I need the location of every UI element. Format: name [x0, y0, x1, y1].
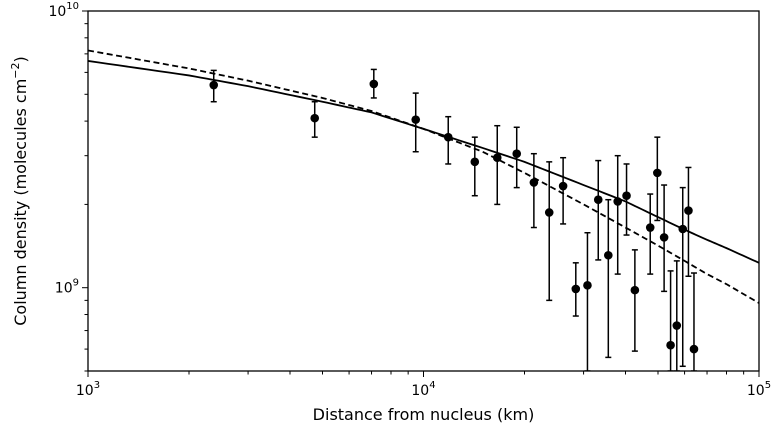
- x-tick-label: 105: [747, 380, 771, 399]
- model-curve-solid: [88, 60, 759, 264]
- point-marker: [672, 321, 682, 330]
- data-point: [571, 262, 581, 317]
- point-marker: [529, 178, 539, 187]
- data-point: [529, 152, 539, 229]
- data-point: [558, 156, 568, 225]
- y-axis-label-close: ): [11, 56, 30, 62]
- point-marker: [630, 285, 640, 295]
- data-point: [604, 198, 613, 359]
- point-marker: [645, 223, 655, 232]
- data-point: [678, 186, 688, 368]
- data-point: [209, 69, 219, 103]
- point-marker: [512, 149, 522, 158]
- axis-ticks: 103 104 105 109 1010: [48, 1, 771, 399]
- data-point: [672, 260, 682, 371]
- point-marker: [369, 79, 379, 89]
- model-curves: [88, 49, 759, 304]
- y-axis-label-exponent: −2: [9, 62, 22, 78]
- point-marker: [689, 344, 699, 354]
- point-marker: [571, 284, 581, 294]
- data-point: [645, 193, 655, 275]
- data-point: [583, 231, 592, 371]
- data-point: [666, 270, 675, 371]
- data-point: [622, 163, 631, 236]
- point-marker: [492, 153, 502, 163]
- point-marker: [470, 157, 480, 167]
- data-point: [659, 184, 669, 293]
- point-marker: [411, 115, 421, 124]
- y-axis-label: Column density (molecules cm−2): [9, 56, 30, 326]
- y-tick-label: 1010: [48, 1, 79, 20]
- point-marker: [544, 208, 554, 217]
- point-marker: [443, 132, 453, 142]
- data-point: [470, 136, 480, 197]
- point-marker: [558, 181, 568, 191]
- point-marker: [666, 340, 675, 350]
- point-marker: [583, 281, 592, 290]
- data-point: [689, 272, 699, 371]
- point-marker: [310, 113, 320, 123]
- point-marker: [684, 206, 693, 215]
- x-axis-label: Distance from nucleus (km): [313, 405, 535, 424]
- data-point: [544, 161, 554, 302]
- y-tick-label: 109: [55, 278, 79, 297]
- data-point: [630, 249, 640, 352]
- data-point: [492, 124, 502, 206]
- point-marker: [209, 80, 219, 90]
- data-point: [369, 68, 379, 99]
- point-marker: [653, 168, 662, 178]
- data-point: [593, 159, 603, 261]
- point-marker: [622, 191, 631, 201]
- x-tick-label: 104: [411, 380, 435, 399]
- data-points: [209, 68, 699, 371]
- data-point: [310, 100, 320, 138]
- point-marker: [613, 197, 623, 206]
- point-marker: [593, 195, 603, 204]
- data-point: [684, 166, 693, 278]
- x-tick-label: 103: [76, 380, 100, 399]
- y-axis-label-main: Column density (molecules cm: [11, 79, 30, 326]
- point-marker: [659, 233, 669, 242]
- data-point: [512, 126, 522, 189]
- data-point: [411, 92, 421, 153]
- data-point: [443, 115, 453, 165]
- data-point: [653, 136, 662, 222]
- plot-frame: [87, 10, 760, 372]
- point-marker: [678, 224, 688, 234]
- point-marker: [604, 250, 613, 260]
- data-point: [613, 154, 623, 275]
